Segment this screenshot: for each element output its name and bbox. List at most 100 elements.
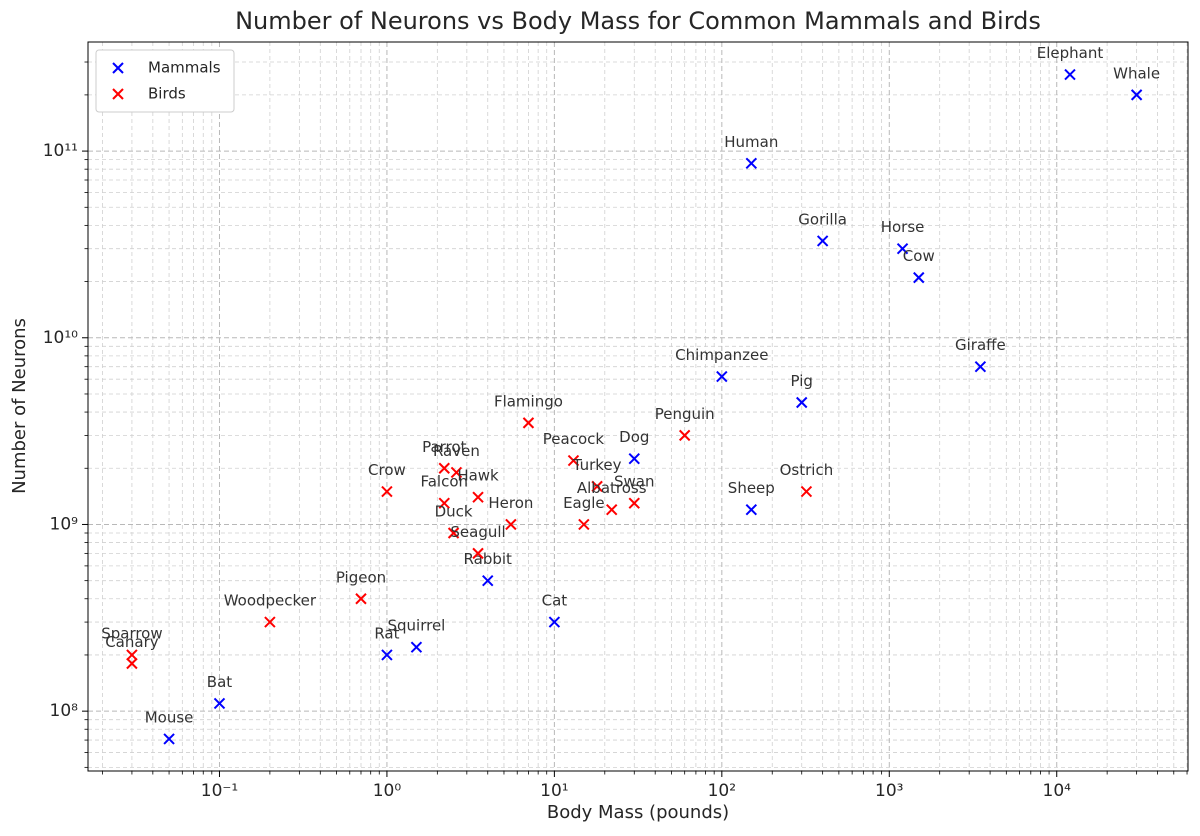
point-label: Pig (791, 372, 813, 390)
point-label: Eagle (563, 494, 605, 512)
point-label: Duck (435, 503, 473, 521)
data-point (745, 157, 758, 170)
point-label: Hawk (457, 467, 499, 485)
data-point (896, 242, 909, 255)
marker-stroke (438, 497, 450, 509)
marker-stroke (482, 574, 494, 587)
data-point (126, 649, 138, 661)
marker-stroke (381, 649, 393, 661)
marker-stroke (548, 616, 561, 628)
point-label: Bat (207, 673, 232, 691)
marker-stroke (591, 480, 603, 493)
point-label: Whale (1113, 64, 1160, 82)
plot-frame (87, 41, 1189, 772)
data-point (591, 480, 603, 493)
point-label: Dog (619, 428, 649, 446)
point-label: Penguin (655, 405, 715, 423)
x-tick-label: 10⁴ (1043, 781, 1072, 801)
point-label: Parrot (422, 438, 466, 456)
marker-stroke (447, 527, 460, 539)
marker-stroke (126, 649, 138, 661)
data-point (355, 593, 367, 605)
point-label: Sparrow (101, 624, 162, 642)
marker-stroke (505, 518, 517, 531)
point-label: Crow (368, 461, 406, 479)
point-label: Canary (105, 633, 159, 651)
marker-stroke (112, 88, 124, 100)
marker-stroke (264, 616, 276, 628)
marker-stroke (678, 429, 691, 442)
point-label: Rat (374, 624, 399, 642)
data-point (678, 429, 691, 442)
point-label: Swan (614, 473, 655, 491)
marker-stroke (213, 697, 226, 710)
marker-stroke (796, 396, 808, 409)
data-point (913, 271, 925, 284)
marker-stroke (716, 370, 728, 383)
point-label: Falcon (420, 473, 468, 491)
plot-marks: Elephant Whale Human Gorilla Horse Cow Giraffe… (101, 44, 1160, 745)
point-label: Horse (881, 218, 925, 236)
data-point (438, 497, 450, 509)
y-tick-label: 10¹⁰ (43, 328, 78, 348)
marker-stroke (438, 462, 450, 474)
marker-stroke (628, 453, 640, 465)
point-label: Rabbit (464, 550, 512, 568)
data-point (578, 518, 590, 531)
marker-stroke (974, 360, 987, 373)
marker-stroke (578, 518, 590, 531)
marker-stroke (745, 503, 758, 516)
marker-stroke (913, 271, 925, 284)
data-point (716, 370, 728, 383)
point-label: Sheep (728, 479, 775, 497)
data-point (163, 733, 175, 745)
point-label: Seagull (450, 523, 505, 541)
x-tick-label: 10² (708, 781, 736, 801)
point-label: Heron (488, 494, 533, 512)
marker-stroke (567, 454, 580, 467)
data-point (606, 503, 618, 516)
point-label: Raven (433, 442, 480, 460)
marker-stroke (410, 641, 423, 653)
data-point (126, 657, 138, 670)
marker-stroke (745, 157, 758, 170)
x-tick-label: 10⁰ (373, 781, 402, 801)
data-point (1064, 68, 1076, 81)
marker-stroke (1064, 68, 1076, 81)
y-tick-label: 10⁹ (50, 514, 79, 534)
data-point (472, 491, 484, 503)
marker-stroke (896, 242, 909, 255)
data-point (381, 485, 393, 498)
point-label: Chimpanzee (675, 346, 768, 364)
point-label: Flamingo (494, 392, 563, 410)
point-label: Giraffe (955, 336, 1006, 354)
data-point (213, 697, 226, 710)
data-point (410, 641, 423, 653)
legend-box (95, 49, 235, 113)
data-point (800, 485, 813, 498)
data-point (438, 462, 450, 474)
marker-stroke (163, 733, 175, 745)
marker-stroke (472, 491, 484, 503)
point-label: Gorilla (798, 210, 847, 228)
point-label: Peacock (543, 430, 605, 448)
data-point (482, 574, 494, 587)
x-tick-label: 10³ (875, 781, 903, 801)
point-label: Elephant (1037, 44, 1104, 62)
point-label: Ostrich (780, 461, 834, 479)
point-label: Mouse (145, 708, 194, 726)
data-point (1130, 89, 1143, 101)
data-point (974, 360, 987, 373)
point-label: Squirrel (387, 617, 445, 635)
data-point (264, 616, 276, 628)
y-tick-label: 10¹¹ (43, 141, 78, 161)
data-point (381, 649, 393, 661)
point-label: Turkey (572, 456, 622, 474)
data-point (567, 454, 580, 467)
marker-stroke (606, 503, 618, 516)
legend-label: Mammals (148, 59, 221, 77)
marker-stroke (126, 657, 138, 670)
data-point (505, 518, 517, 531)
